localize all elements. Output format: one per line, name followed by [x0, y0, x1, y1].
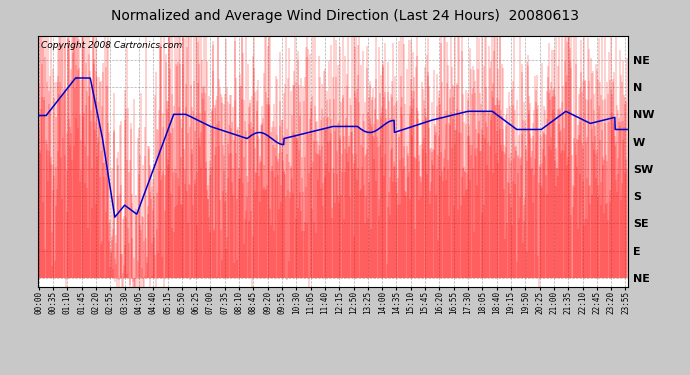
Text: Normalized and Average Wind Direction (Last 24 Hours)  20080613: Normalized and Average Wind Direction (L… — [111, 9, 579, 23]
Text: Copyright 2008 Cartronics.com: Copyright 2008 Cartronics.com — [41, 40, 182, 50]
